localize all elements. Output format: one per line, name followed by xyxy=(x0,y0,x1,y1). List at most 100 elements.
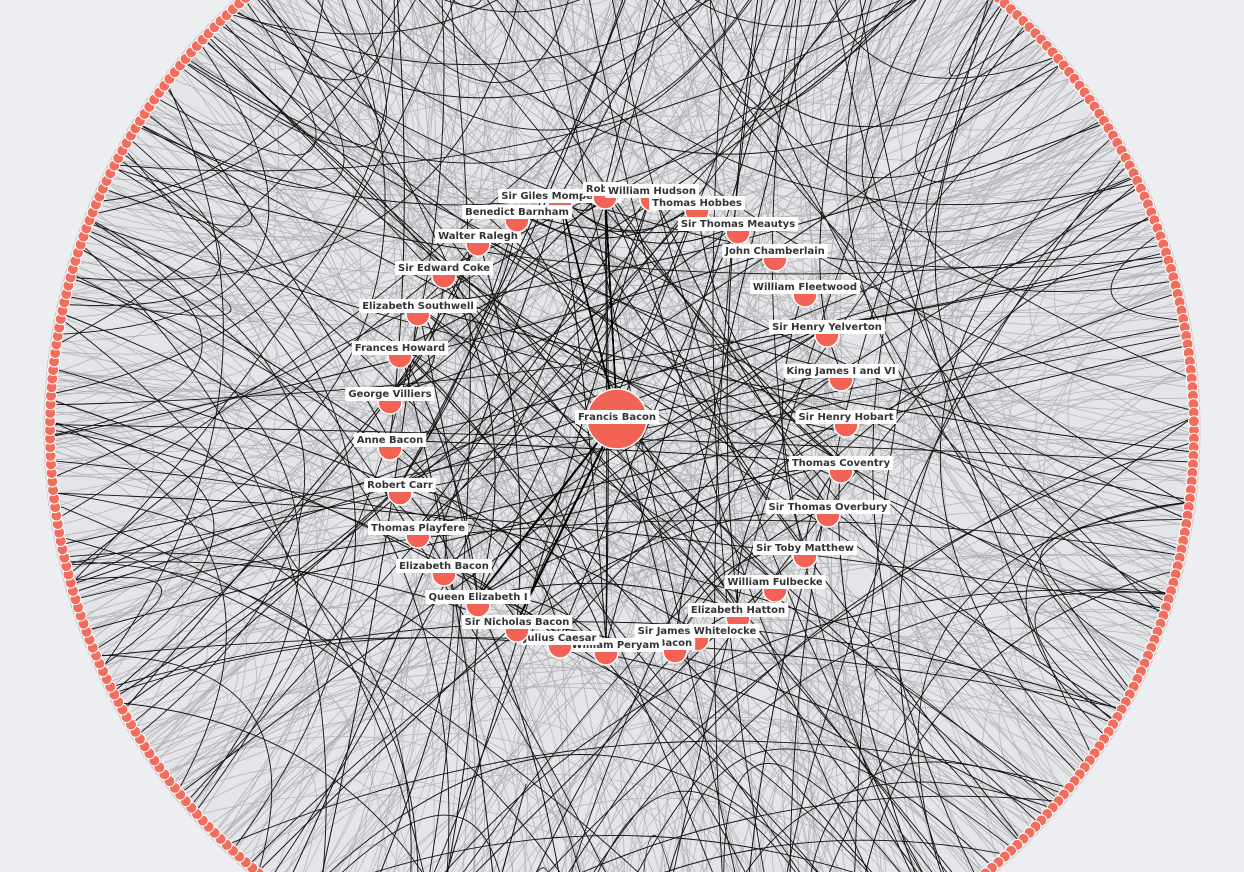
edge xyxy=(399,347,1150,654)
ring-node[interactable] xyxy=(240,0,252,4)
edge xyxy=(399,0,624,486)
node-label-bg xyxy=(649,196,745,210)
edge xyxy=(130,0,851,725)
edge xyxy=(443,0,784,567)
edge xyxy=(389,0,621,441)
edge xyxy=(737,0,995,611)
edge xyxy=(208,32,1158,632)
edge xyxy=(51,324,1185,395)
edge xyxy=(417,0,617,529)
node-label-bg xyxy=(722,244,828,258)
edge xyxy=(751,0,1004,126)
edge xyxy=(634,0,1161,242)
edge xyxy=(50,193,277,450)
edge xyxy=(737,609,987,872)
node-label-bg xyxy=(364,478,436,492)
edge xyxy=(112,167,1164,275)
ring-node[interactable] xyxy=(1187,415,1200,428)
edge xyxy=(452,0,482,7)
edge xyxy=(477,235,847,418)
edge xyxy=(50,0,374,412)
edge xyxy=(121,151,801,872)
edge xyxy=(818,359,1190,872)
edge xyxy=(477,190,653,598)
edge xyxy=(859,0,1093,757)
edge xyxy=(826,326,1193,473)
edge xyxy=(364,0,690,872)
edge xyxy=(872,2,1005,872)
edge xyxy=(429,0,471,872)
edge xyxy=(249,0,673,867)
edge xyxy=(155,0,317,156)
edge xyxy=(51,0,439,392)
edge xyxy=(248,292,1178,866)
edge xyxy=(115,162,319,854)
edge xyxy=(726,0,759,611)
edge xyxy=(839,0,873,418)
edge xyxy=(380,565,454,872)
edge xyxy=(285,0,516,872)
edge xyxy=(341,814,500,872)
node-label-bg xyxy=(461,615,573,629)
edge xyxy=(661,773,739,872)
node-label: John Chamberlain xyxy=(724,246,825,257)
edge xyxy=(85,462,842,632)
edge xyxy=(189,54,578,872)
edge xyxy=(477,370,842,598)
edge xyxy=(150,104,1192,379)
edge xyxy=(804,286,1021,843)
edge xyxy=(946,285,1192,481)
node-label: Robert Carr xyxy=(367,480,433,491)
edge xyxy=(559,195,698,232)
edge xyxy=(202,38,618,418)
edge xyxy=(710,0,1063,127)
edge xyxy=(170,416,618,784)
edge xyxy=(511,0,1185,324)
edge xyxy=(69,0,779,282)
edge xyxy=(87,0,653,636)
edge xyxy=(212,29,1081,221)
edge xyxy=(443,565,514,872)
edge xyxy=(50,267,445,443)
node-label: Sir James Whitelocke xyxy=(638,626,757,637)
edge xyxy=(834,0,1132,692)
edge xyxy=(71,273,300,808)
edge xyxy=(477,0,978,598)
edge xyxy=(814,0,1193,388)
edge xyxy=(667,829,752,872)
edge xyxy=(75,0,979,291)
edge xyxy=(969,651,1116,758)
edge xyxy=(443,267,1189,513)
node-label: William Fulbecke xyxy=(727,577,823,588)
edge xyxy=(612,0,917,872)
edge xyxy=(51,0,913,479)
edge xyxy=(389,235,479,395)
node-label-bg xyxy=(605,184,699,198)
edge xyxy=(717,0,739,611)
edge xyxy=(520,0,1075,107)
edge xyxy=(225,15,1168,269)
edge xyxy=(998,658,1146,829)
edge xyxy=(517,523,1187,872)
edge xyxy=(501,783,527,872)
edge xyxy=(97,0,324,203)
ring-node[interactable] xyxy=(979,867,992,872)
edge xyxy=(146,110,518,623)
edge xyxy=(101,190,1152,259)
node-label: Francis Bacon xyxy=(578,412,656,423)
node-label: Frances Howard xyxy=(355,343,445,354)
edge xyxy=(509,0,880,99)
edge xyxy=(183,0,387,148)
node-label: Benedict Barnham xyxy=(465,207,569,218)
edge xyxy=(86,13,1016,634)
edge xyxy=(629,808,689,872)
edge xyxy=(704,0,1164,616)
edge xyxy=(477,596,924,872)
edge xyxy=(78,249,325,748)
edge xyxy=(61,0,766,546)
edge xyxy=(637,591,1171,872)
edge xyxy=(810,0,842,464)
edge xyxy=(218,0,384,81)
edge xyxy=(257,0,847,418)
